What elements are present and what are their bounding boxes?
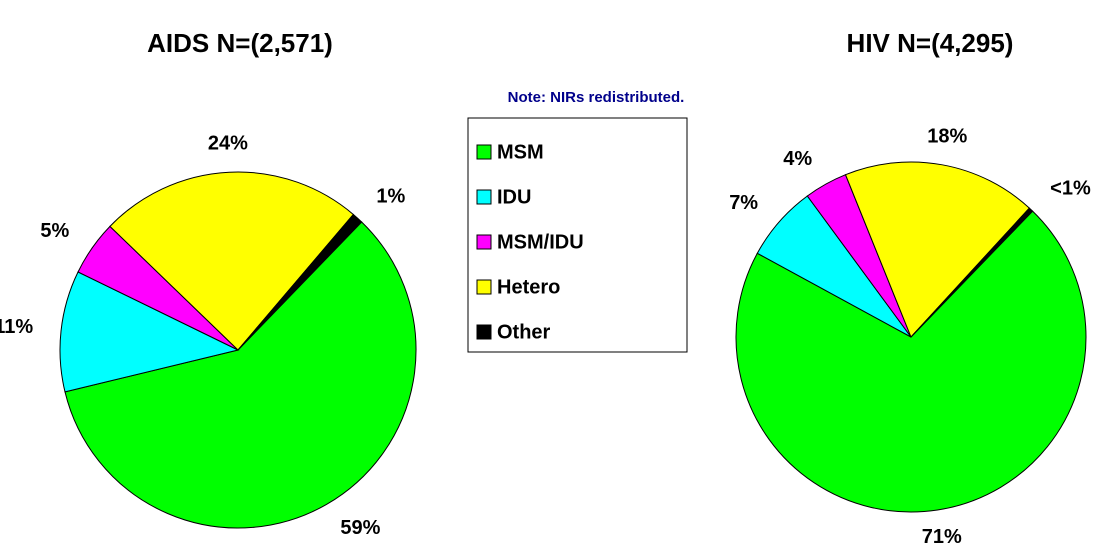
chart-title: HIV N=(4,295) <box>847 28 1014 58</box>
chart-title: AIDS N=(2,571) <box>147 28 333 58</box>
legend-label: MSM <box>497 141 544 163</box>
legend-label: Other <box>497 321 551 343</box>
pie-slice <box>910 207 1034 338</box>
pie-slice <box>59 271 240 393</box>
value-label: 11% <box>0 316 33 338</box>
legend-label: MSM/IDU <box>497 231 584 253</box>
value-label: 5% <box>40 220 69 242</box>
pie-slice <box>109 171 355 351</box>
legend-label: Hetero <box>497 276 560 298</box>
note: Note: NIRs redistributed. <box>508 89 685 106</box>
pie-slice <box>64 221 417 529</box>
value-label: 4% <box>783 148 812 170</box>
legend-swatch <box>476 324 492 340</box>
pie-slice <box>735 210 1087 513</box>
value-label: 18% <box>927 126 967 148</box>
legend-swatch <box>476 189 492 205</box>
legend-swatch <box>476 234 492 250</box>
legend-box <box>467 117 688 353</box>
value-label: 1% <box>376 186 405 208</box>
legend-swatch <box>476 279 492 295</box>
value-label: 7% <box>729 192 758 214</box>
value-label: 71% <box>922 526 962 548</box>
legend-label: IDU <box>497 186 531 208</box>
value-label: 59% <box>340 517 380 539</box>
pie-slice <box>844 161 1031 338</box>
legend-swatch <box>476 144 492 160</box>
value-label: <1% <box>1050 178 1091 200</box>
pie-slice <box>237 213 363 351</box>
value-label: 24% <box>208 133 248 155</box>
